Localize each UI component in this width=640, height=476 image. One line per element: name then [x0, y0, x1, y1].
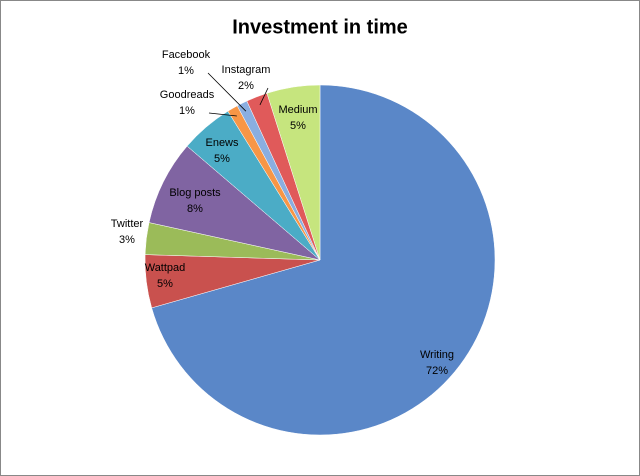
- slice-label: Writing: [420, 349, 454, 361]
- slice-value-label: 5%: [290, 120, 306, 132]
- slice-label: Medium: [278, 104, 317, 116]
- slice-value-label: 72%: [426, 365, 448, 377]
- slice-label: Enews: [205, 137, 239, 149]
- leader-line: [207, 72, 247, 112]
- slice-value-label: 2%: [238, 80, 254, 92]
- leader-line: [208, 112, 237, 117]
- pie-slice: [266, 84, 321, 261]
- slice-value-label: 5%: [214, 153, 230, 165]
- leader-line: [259, 87, 269, 106]
- slice-label: Wattpad: [145, 262, 186, 274]
- slice-label: Facebook: [162, 49, 211, 61]
- pie-slice: [151, 84, 496, 436]
- slice-value-label: 1%: [179, 105, 195, 117]
- slice-value-label: 1%: [178, 65, 194, 77]
- slice-label: Goodreads: [160, 89, 215, 101]
- slice-value-label: 5%: [157, 278, 173, 290]
- slice-value-label: 8%: [187, 203, 203, 215]
- chart-title: Investment in time: [232, 16, 408, 38]
- slice-label: Instagram: [222, 64, 271, 76]
- slice-label: Twitter: [111, 218, 144, 230]
- slice-value-label: 3%: [119, 234, 135, 246]
- slice-label: Blog posts: [169, 187, 221, 199]
